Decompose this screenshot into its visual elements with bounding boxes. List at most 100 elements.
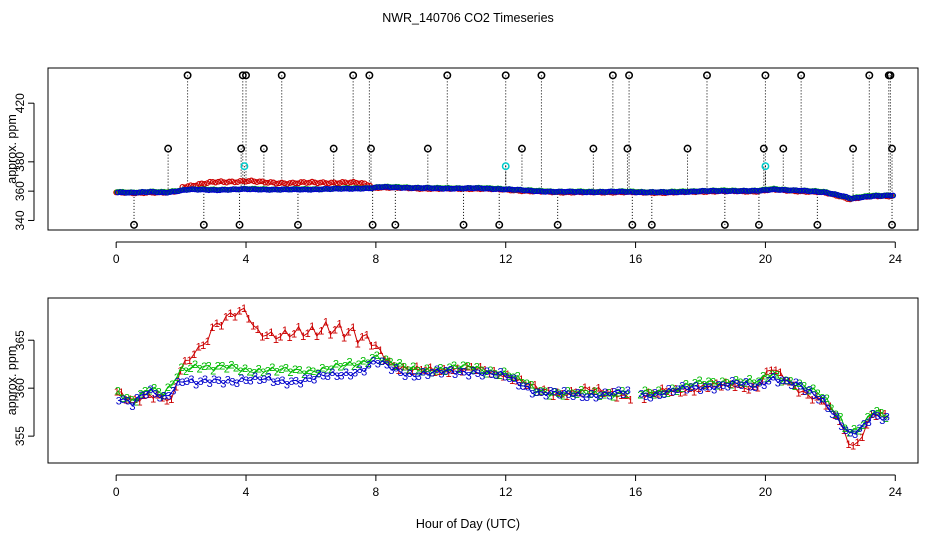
top-blue-point	[225, 187, 232, 193]
bottom-series-3-point: 3	[779, 375, 785, 387]
top-blue-point	[799, 187, 806, 194]
top-red-point	[270, 179, 277, 186]
top-y-tick-label: 420	[13, 93, 27, 113]
bottom-series-1-point: 1	[668, 387, 674, 399]
top-cyan-flag-point	[501, 162, 510, 171]
bottom-series-2-point: 2	[224, 363, 230, 375]
top-blue-point	[708, 187, 714, 194]
bottom-series-3-point: 3	[188, 374, 194, 386]
bottom-series-3-point: 3	[457, 366, 463, 378]
top-blue-point	[476, 185, 483, 191]
bottom-series-2-point: 2	[115, 386, 121, 398]
bottom-series-1-point: 1	[464, 362, 470, 374]
bottom-series-1-point: 1	[327, 329, 333, 341]
top-blue-point	[542, 188, 549, 195]
top-blue-point	[868, 193, 874, 200]
bottom-series-1-point: 1	[132, 394, 138, 406]
top-blue-point	[153, 189, 160, 196]
top-flag-point-low	[720, 220, 729, 229]
bottom-series-3-point: 3	[866, 417, 872, 429]
bottom-series-2-point: 2	[310, 366, 316, 378]
bottom-series-2-point: 2	[483, 368, 489, 380]
bottom-series-2-point: 2	[387, 357, 393, 369]
bottom-series-3-point: 3	[861, 419, 867, 431]
top-flag-point-mid	[259, 144, 268, 153]
top-blue-point	[401, 184, 408, 191]
bottom-series-3-point: 3	[157, 393, 163, 405]
bottom-series-1-point: 1	[850, 441, 856, 453]
bottom-series-3-point: 3	[225, 374, 231, 386]
bottom-series-3-point: 3	[575, 387, 581, 399]
bottom-series-2-point: 2	[724, 378, 730, 390]
bottom-series-2-point: 2	[760, 370, 766, 382]
top-blue-point	[843, 193, 850, 200]
bottom-series-1-point: 1	[159, 393, 165, 405]
bottom-series-1-point: 1	[677, 388, 683, 400]
bottom-series-1-point: 1	[455, 363, 461, 375]
bottom-series-3-point: 3	[843, 425, 849, 437]
top-blue-point	[280, 186, 287, 193]
bottom-series-2-point: 2	[656, 385, 662, 397]
bottom-series-1-point: 1	[409, 366, 415, 378]
bottom-series-2-point: 2	[174, 372, 180, 384]
bottom-series-1-point: 1	[241, 303, 247, 315]
top-red-point	[303, 180, 310, 186]
bottom-series-2-point: 2	[292, 364, 298, 376]
top-blue-point	[178, 187, 185, 194]
bottom-series-3-point: 3	[870, 409, 876, 421]
top-blue-point	[423, 184, 430, 191]
bottom-series-1-point: 1	[418, 365, 424, 377]
bottom-series-2-point: 2	[596, 391, 602, 403]
bottom-series-3-point: 3	[366, 360, 372, 372]
top-blue-point	[534, 188, 541, 195]
top-blue-point	[548, 188, 554, 195]
bottom-series-2-point: 2	[669, 383, 675, 395]
bottom-series-3-point: 3	[747, 382, 753, 394]
bottom-series-2-point: 2	[546, 391, 552, 403]
top-blue-point	[691, 188, 698, 195]
top-blue-point	[170, 188, 176, 195]
bottom-series-1-point: 1	[414, 361, 420, 373]
bottom-series-3-point: 3	[307, 373, 313, 385]
top-red-point	[331, 179, 338, 186]
bottom-series-3-point: 3	[211, 374, 217, 386]
top-blue-point	[211, 187, 218, 193]
bottom-series-2-point: 2	[124, 393, 130, 405]
top-blue-point	[793, 187, 800, 194]
bottom-series-2-point: 2	[737, 377, 743, 389]
bottom-series-3-point: 3	[757, 377, 763, 389]
bottom-series-1-point: 1	[196, 342, 202, 354]
bottom-series-1-point: 1	[577, 387, 583, 399]
bottom-series-3-point: 3	[452, 369, 458, 381]
top-red-point	[306, 179, 313, 186]
bottom-series-1-point: 1	[527, 380, 533, 392]
bottom-series-3-point: 3	[725, 381, 731, 393]
top-blue-point	[316, 186, 323, 193]
top-blue-point	[429, 185, 436, 192]
top-blue-point	[622, 189, 629, 195]
top-flag-point-low	[130, 220, 138, 229]
bottom-series-1-point: 1	[300, 331, 306, 343]
bottom-series-2-point: 2	[360, 356, 366, 368]
top-blue-point	[219, 186, 226, 193]
bottom-series-1-point: 1	[759, 376, 765, 388]
bottom-series-3-point: 3	[352, 368, 358, 380]
top-blue-point	[396, 184, 403, 191]
top-blue-point	[586, 189, 593, 195]
bottom-series-1-point: 1	[450, 365, 456, 377]
bottom-series-3-point: 3	[525, 382, 531, 394]
bottom-series-3-point: 3	[879, 415, 885, 427]
top-blue-point	[752, 187, 759, 194]
bottom-series-2-point: 2	[496, 370, 502, 382]
bottom-series-3-point: 3	[207, 378, 213, 390]
bottom-series-3-point: 3	[797, 380, 803, 392]
top-blue-point	[710, 187, 717, 194]
bottom-series-2-point: 2	[137, 388, 143, 400]
bottom-x-tick-label: 16	[629, 485, 643, 499]
top-blue-point	[479, 185, 485, 192]
top-plot-frame	[47, 67, 919, 231]
top-blue-point	[156, 189, 163, 196]
top-blue-point	[561, 189, 568, 195]
top-blue-point	[884, 192, 891, 199]
